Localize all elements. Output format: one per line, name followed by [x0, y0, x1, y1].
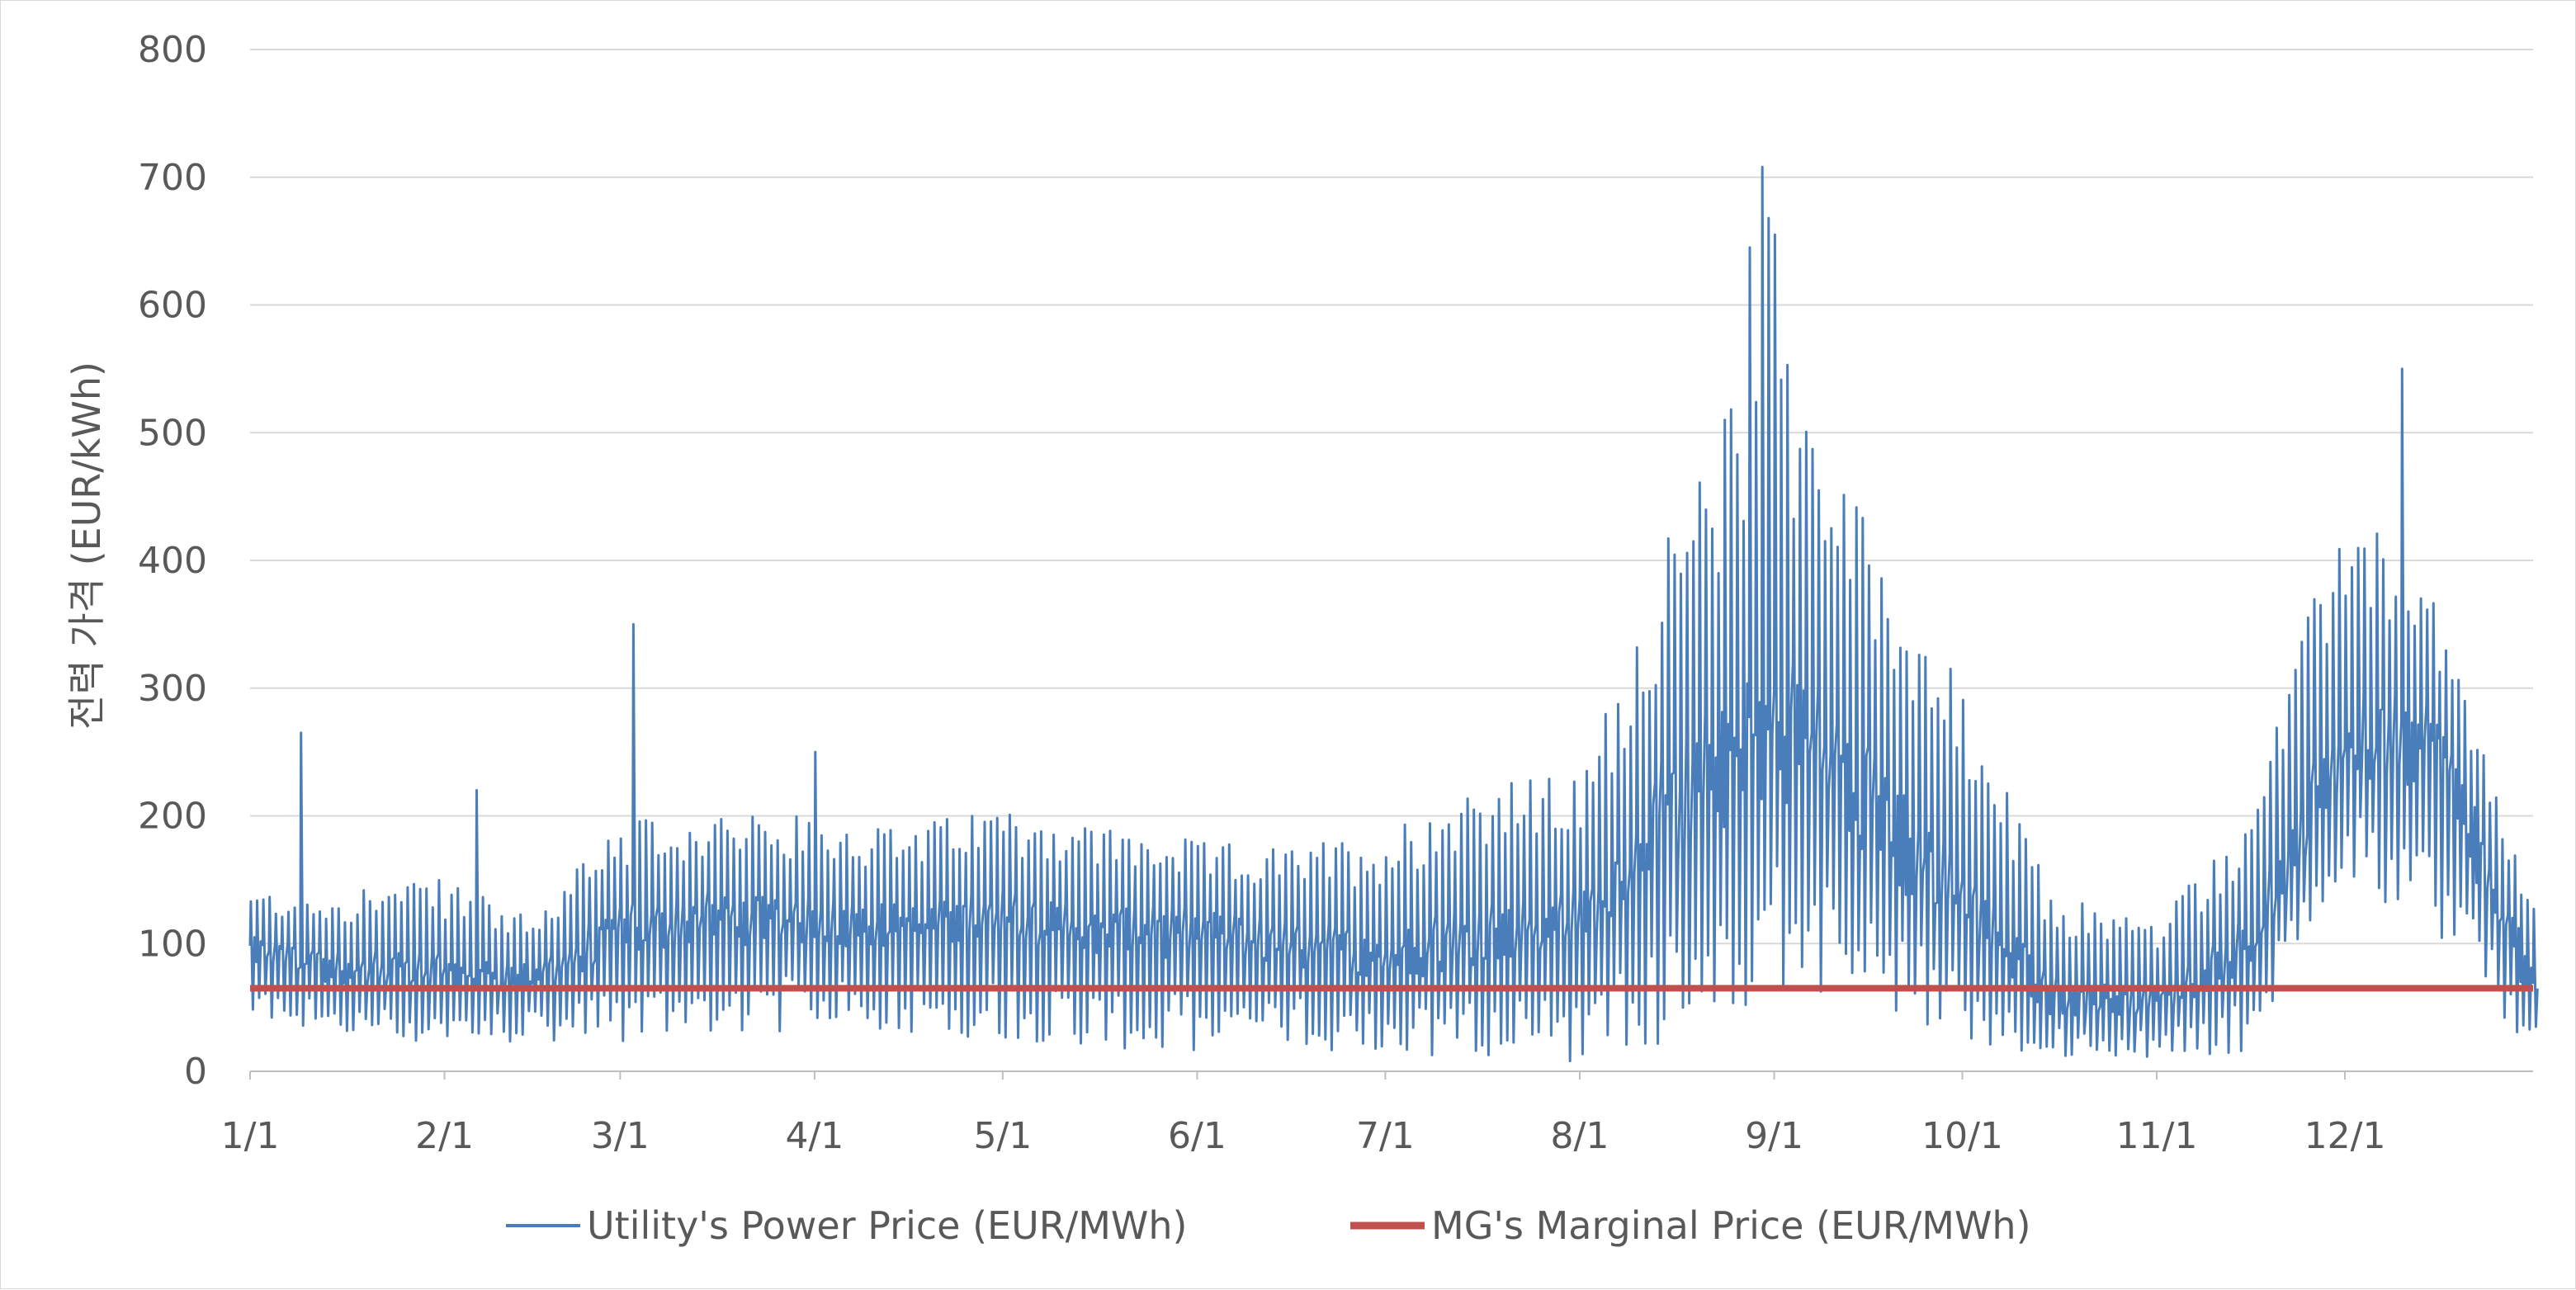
y-tick-label: 800: [138, 29, 207, 71]
y-tick-label: 200: [138, 796, 207, 838]
x-tick-label: 2/1: [415, 1115, 474, 1157]
x-tick-label: 7/1: [1356, 1115, 1415, 1157]
y-tick-label: 600: [138, 285, 207, 327]
y-axis-ticks: 0 100 200 300 400 500 600 700 800: [138, 29, 207, 1093]
legend: Utility's Power Price (EUR/MWh) MG's Mar…: [506, 1203, 2031, 1248]
legend-utility-label: Utility's Power Price (EUR/MWh): [587, 1203, 1188, 1248]
x-tick-label: 8/1: [1551, 1115, 1609, 1157]
y-tick-label: 300: [138, 668, 207, 710]
x-tick-label: 4/1: [785, 1115, 844, 1157]
x-tick-label: 5/1: [973, 1115, 1032, 1157]
x-tick-label: 1/1: [221, 1115, 280, 1157]
x-tick-label: 10/1: [1921, 1115, 2003, 1157]
y-tick-label: 0: [184, 1051, 207, 1093]
x-tick-label: 9/1: [1745, 1115, 1803, 1157]
utility-price-line: [248, 165, 2539, 1063]
y-tick-label: 500: [138, 412, 207, 454]
y-tick-label: 100: [138, 923, 207, 965]
series-utility-power-price: [248, 165, 2539, 1063]
x-tick-label: 12/1: [2304, 1115, 2386, 1157]
x-axis-ticks: 1/1 2/1 3/1 4/1 5/1 6/1 7/1 8/1 9/1 10/1 11/1 12/1: [221, 1071, 2386, 1157]
y-tick-label: 400: [138, 540, 207, 582]
x-tick-label: 3/1: [591, 1115, 650, 1157]
y-axis-title: 전력 가격 (EUR/kWh): [64, 361, 109, 730]
x-tick-label: 11/1: [2116, 1115, 2198, 1157]
y-tick-label: 700: [138, 157, 207, 199]
x-tick-label: 6/1: [1168, 1115, 1227, 1157]
legend-mg-label: MG's Marginal Price (EUR/MWh): [1431, 1203, 2031, 1248]
